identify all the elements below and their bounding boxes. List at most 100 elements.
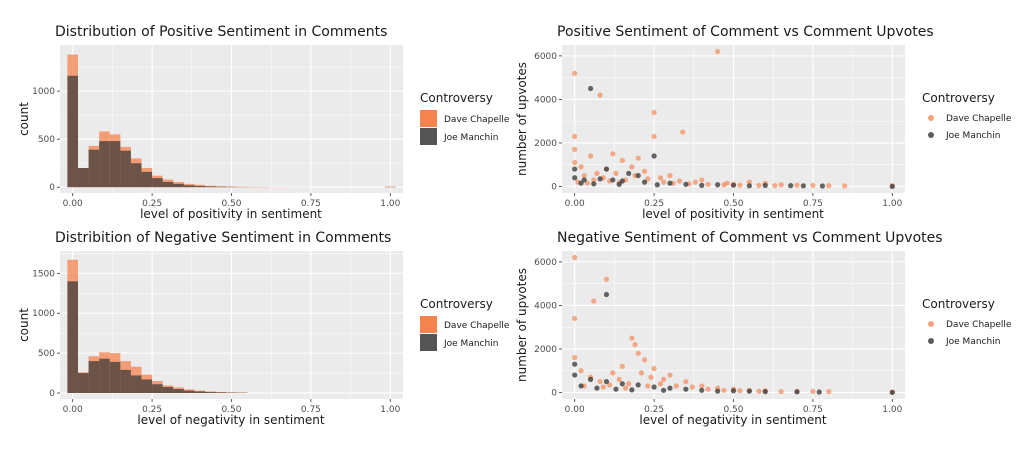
scatter-point — [632, 342, 637, 347]
y-axis-label: number of upvotes — [515, 268, 529, 382]
scatter-point — [699, 177, 704, 182]
y-tick-label: 2000 — [534, 345, 557, 355]
scatter-point — [613, 171, 618, 176]
scatter-point — [604, 166, 609, 171]
scatter-point — [613, 387, 618, 392]
scatter-point — [642, 169, 647, 174]
scatter-point — [594, 386, 599, 391]
chart-title: Distribition of Negative Sentiment in Co… — [55, 230, 391, 246]
scatter-point — [658, 381, 663, 386]
scatter-point — [604, 379, 609, 384]
scatter-point — [594, 171, 599, 176]
y-axis-label: count — [17, 102, 31, 136]
scatter-point — [601, 384, 606, 389]
histogram-bar — [89, 150, 100, 187]
scatter-point — [652, 110, 657, 115]
scatter-point — [642, 180, 647, 185]
scatter-point — [820, 183, 825, 188]
y-tick-label: 500 — [38, 349, 55, 359]
histogram-bar — [194, 391, 205, 393]
scatter-point — [629, 335, 634, 340]
scatter-point — [572, 166, 577, 171]
scatter-point — [693, 180, 698, 185]
histogram-bar — [173, 184, 184, 187]
scatter-point — [572, 316, 577, 321]
scatter-point — [620, 381, 625, 386]
y-tick-label: 4000 — [534, 95, 557, 105]
y-tick-label: 6000 — [534, 52, 557, 62]
scatter-point — [677, 178, 682, 183]
chart-title: Positive Sentiment of Comment vs Comment… — [557, 24, 934, 40]
scatter-point — [731, 388, 736, 393]
scatter-point — [598, 176, 603, 181]
scatter-point — [756, 389, 761, 394]
histogram-bar — [110, 362, 121, 393]
scatter-point — [588, 86, 593, 91]
scatter-point — [667, 372, 672, 377]
legend-label-dave: Dave Chapelle — [946, 320, 1012, 330]
legend-swatch-dave — [928, 115, 934, 121]
scatter-point — [779, 389, 784, 394]
scatter-point — [617, 377, 622, 382]
scatter-point — [842, 183, 847, 188]
y-axis-label: count — [17, 308, 31, 342]
scatter-point — [705, 387, 710, 392]
legend: Controversy Dave Chapelle Joe Manchin — [420, 91, 510, 145]
histogram-bar — [99, 359, 110, 393]
histogram-bar — [152, 178, 163, 187]
legend-label-dave: Dave Chapelle — [444, 115, 510, 125]
scatter-point — [620, 364, 625, 369]
chart-positive-histogram: Distribution of Positive Sentiment in Co… — [17, 24, 510, 221]
y-tick-label: 1000 — [32, 309, 55, 319]
scatter-point — [652, 134, 657, 139]
histogram-bar — [131, 163, 142, 187]
legend-title: Controversy — [922, 91, 995, 105]
x-axis-label: level of positivity in sentiment — [140, 207, 322, 221]
legend-label-joe: Joe Manchin — [443, 339, 498, 349]
histogram-bar — [78, 373, 89, 393]
scatter-point — [578, 164, 583, 169]
legend-swatch-joe — [928, 338, 934, 344]
scatter-point — [772, 183, 777, 188]
histogram-bar — [205, 392, 216, 393]
scatter-point — [737, 183, 742, 188]
scatter-point — [652, 384, 657, 389]
scatter-point — [588, 377, 593, 382]
scatter-point — [572, 175, 577, 180]
scatter-point — [598, 92, 603, 97]
legend-label-joe: Joe Manchin — [945, 131, 1000, 141]
scatter-point — [588, 153, 593, 158]
scatter-point — [705, 182, 710, 187]
histogram-bar — [152, 384, 163, 393]
scatter-point — [794, 389, 799, 394]
scatter-point — [715, 389, 720, 394]
scatter-point — [626, 171, 631, 176]
scatter-point — [817, 389, 822, 394]
legend-label-dave: Dave Chapelle — [946, 114, 1012, 124]
scatter-point — [578, 181, 583, 186]
histogram-bar — [163, 182, 174, 187]
legend-label-dave: Dave Chapelle — [444, 321, 510, 331]
legend-title: Controversy — [420, 297, 493, 311]
legend-title: Controversy — [420, 91, 493, 105]
legend-title: Controversy — [922, 297, 995, 311]
chart-title: Distribution of Positive Sentiment in Co… — [55, 24, 387, 40]
x-tick-label: 1.00 — [380, 405, 400, 415]
scatter-point — [690, 384, 695, 389]
y-tick-label: 6000 — [534, 258, 557, 268]
scatter-point — [667, 173, 672, 178]
x-axis-label: level of positivity in sentiment — [642, 207, 824, 221]
histogram-bar — [78, 168, 89, 187]
scatter-point — [604, 292, 609, 297]
scatter-point — [890, 390, 895, 395]
scatter-point — [779, 182, 784, 187]
histogram-bar — [184, 391, 195, 393]
y-tick-label: 1500 — [32, 269, 55, 279]
scatter-point — [617, 182, 622, 187]
scatter-point — [604, 277, 609, 282]
scatter-point — [572, 255, 577, 260]
